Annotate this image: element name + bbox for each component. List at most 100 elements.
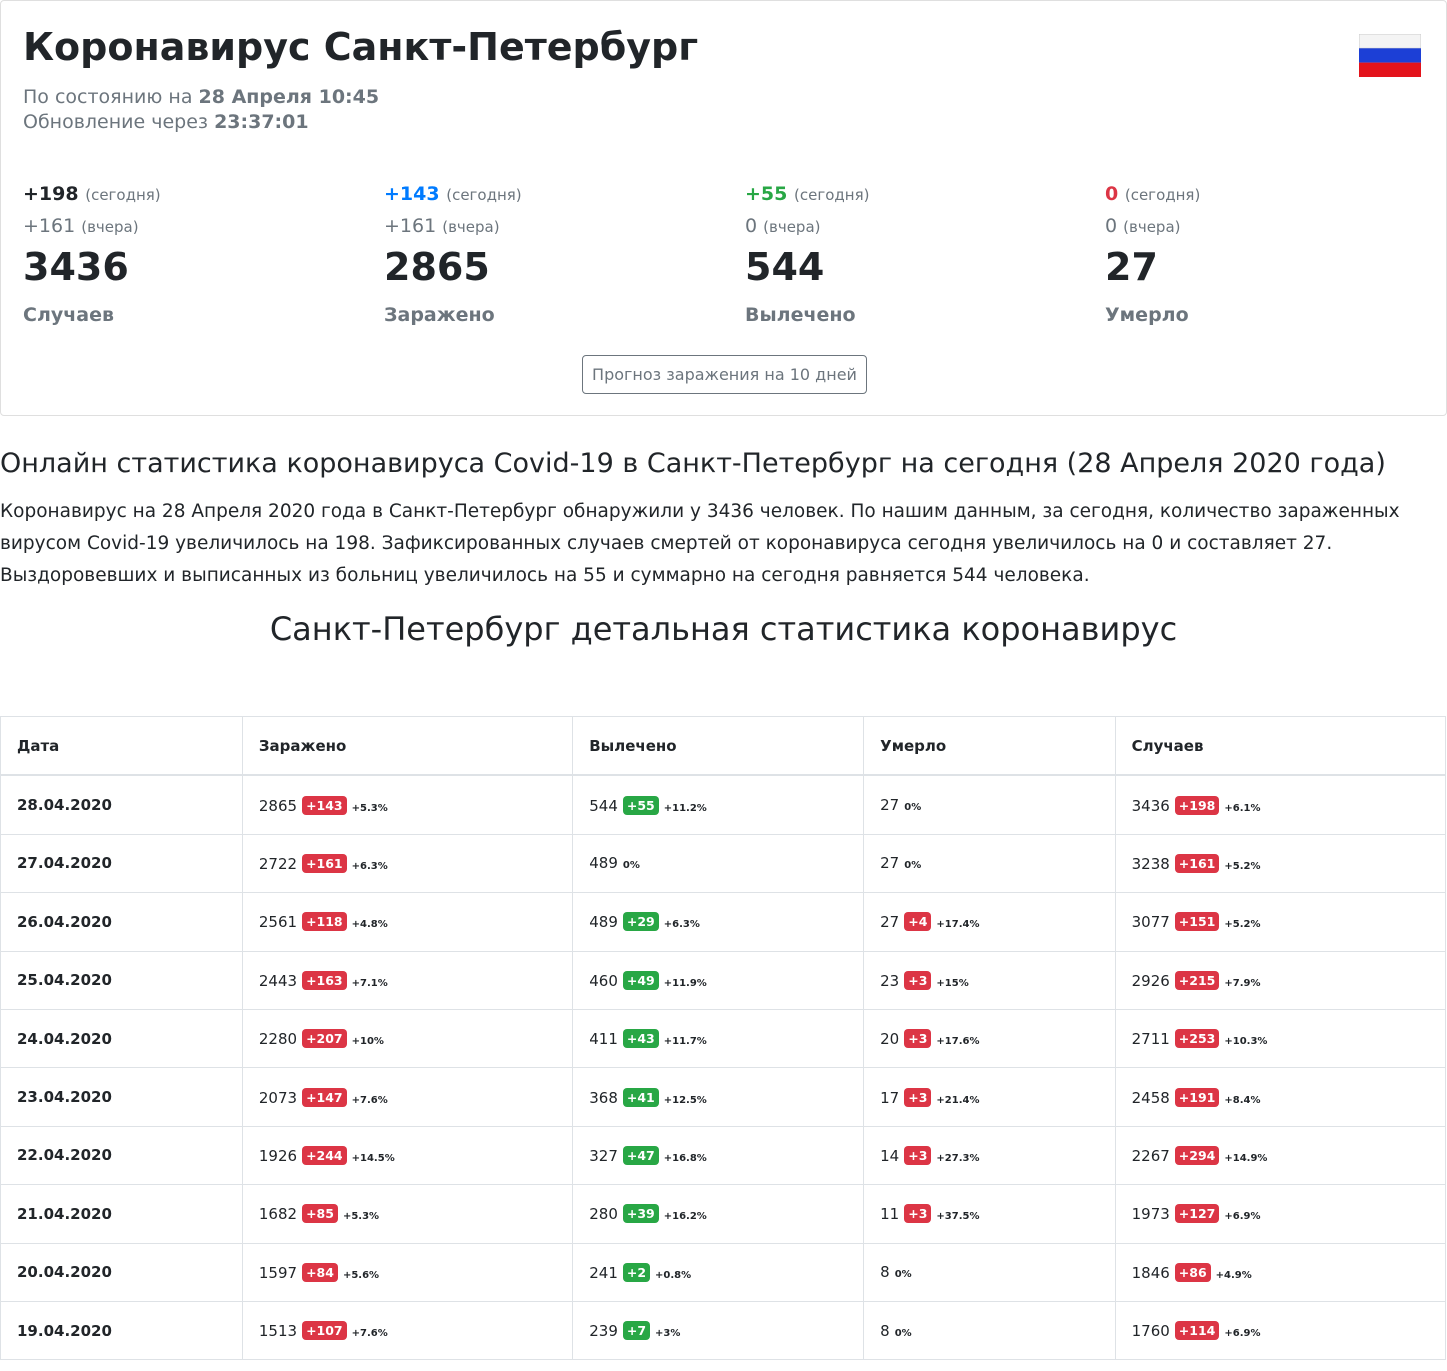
date-cell: 28.04.2020	[0, 774, 243, 835]
delta-badge: +3	[904, 1087, 932, 1107]
percent: 0%	[894, 1269, 912, 1281]
value-cell: 1926 +244 +14.5%	[241, 1125, 574, 1186]
today-label: (сегодня)	[794, 186, 870, 204]
delta-badge: +47	[622, 1145, 659, 1165]
delta-badge: +43	[622, 1029, 659, 1049]
date-cell: 23.04.2020	[0, 1067, 243, 1127]
stat: +55 (сегодня) 0 (вчера) 544 Вылечено	[745, 179, 1085, 339]
percent: +6.3%	[663, 919, 700, 931]
delta-badge: +85	[302, 1204, 338, 1224]
value-cell: 2458 +191 +8.4%	[1114, 1067, 1447, 1127]
percent: +17.6%	[936, 1036, 980, 1048]
cell-value: 17	[880, 1088, 900, 1107]
yesterday-line: +161 (вчера)	[384, 210, 724, 243]
column-header: Умерло	[863, 716, 1116, 777]
today-line: +198 (сегодня)	[23, 179, 363, 210]
value-cell: 1513 +107 +7.6%	[241, 1300, 574, 1361]
delta-badge: +2	[622, 1262, 651, 1282]
table-row: 20.04.2020 1597 +84 +5.6% 241 +2 +0.8% 8 0% 1846 +…	[0, 1242, 1447, 1302]
cell-value: 23	[880, 971, 900, 990]
percent: +4.9%	[1215, 1269, 1252, 1281]
value-cell: 489 0%	[572, 833, 865, 894]
total: 3436	[23, 245, 129, 289]
cell-value: 11	[880, 1205, 900, 1224]
delta-badge: +215	[1174, 970, 1220, 990]
value-cell: 27 0%	[863, 774, 1116, 835]
date-cell: 25.04.2020	[0, 950, 243, 1010]
date-cell: 21.04.2020	[0, 1184, 243, 1244]
yesterday-value: +161	[23, 215, 76, 237]
column-header: Дата	[0, 716, 243, 777]
value-cell: 2926 +215 +7.9%	[1114, 950, 1447, 1010]
date-cell: 20.04.2020	[0, 1242, 243, 1302]
article-heading: Онлайн статистика коронавируса Covid-19 …	[0, 448, 1386, 479]
value-cell: 1682 +85 +5.3%	[241, 1184, 574, 1244]
yesterday-value: 0	[745, 215, 758, 237]
stat-label: Вылечено	[745, 304, 856, 326]
delta-badge: +41	[622, 1087, 659, 1107]
stat-label: Случаев	[23, 304, 115, 326]
today-label: (сегодня)	[1124, 186, 1201, 204]
today-value: 0	[1105, 183, 1119, 205]
yesterday-label: (вчера)	[81, 218, 139, 236]
stat-label: Умерло	[1105, 304, 1189, 326]
delta-badge: +86	[1174, 1262, 1211, 1282]
delta-badge: +39	[622, 1204, 659, 1224]
cell-value: 1513	[258, 1322, 298, 1341]
today-line: 0 (сегодня)	[1105, 179, 1445, 210]
cell-value: 368	[589, 1088, 618, 1107]
update-line: Обновление через 23:37:01	[23, 110, 379, 135]
value-cell: 3238 +161 +5.2%	[1114, 833, 1447, 894]
title: Коронавирус Санкт-Петербург	[23, 25, 699, 69]
cell-value: 2073	[258, 1088, 298, 1107]
yesterday-label: (вчера)	[1123, 218, 1181, 236]
table-row: 26.04.2020 2561 +118 +4.8% 489 +29 +6.3% 27 +4 +1…	[0, 892, 1447, 952]
flag	[1359, 34, 1421, 77]
stat: 0 (сегодня) 0 (вчера) 27 Умерло	[1105, 179, 1445, 339]
delta-badge: +7	[622, 1321, 651, 1341]
today-line: +143 (сегодня)	[384, 179, 724, 210]
cell-value: 3436	[1131, 796, 1170, 815]
cell-value: 2722	[258, 854, 298, 873]
table-row: 19.04.2020 1513 +107 +7.6% 239 +7 +3% 8 0% 1760 +1…	[0, 1300, 1447, 1361]
date-cell: 22.04.2020	[0, 1125, 243, 1186]
percent: +11.7%	[663, 1036, 707, 1048]
percent: +5.2%	[1224, 860, 1261, 872]
cell-value: 2926	[1131, 971, 1170, 990]
table-row: 23.04.2020 2073 +147 +7.6% 368 +41 +12.5% 17 +3 +…	[0, 1067, 1447, 1127]
value-cell: 2722 +161 +6.3%	[241, 833, 574, 894]
value-cell: 460 +49 +11.9%	[572, 950, 865, 1010]
stat: +198 (сегодня) +161 (вчера) 3436 Случаев	[23, 179, 363, 339]
date-cell: 27.04.2020	[0, 833, 243, 894]
total: 27	[1105, 245, 1158, 289]
forecast-button[interactable]: Прогноз заражения на 10 дней	[582, 355, 867, 394]
delta-badge: +127	[1174, 1204, 1220, 1224]
delta-badge: +49	[622, 970, 659, 990]
delta-badge: +163	[302, 970, 347, 990]
delta-badge: +207	[302, 1029, 347, 1049]
yesterday-label: (вчера)	[763, 218, 821, 236]
stats-table: Дата Заражено Вылечено Умерло Случаев 28.04.2…	[0, 716, 1447, 1361]
percent: 0%	[904, 802, 922, 814]
cell-value: 2267	[1131, 1146, 1170, 1165]
percent: +7.9%	[1224, 977, 1261, 989]
percent: +7.6%	[351, 1094, 388, 1106]
stat-label: Заражено	[384, 304, 495, 326]
value-cell: 2443 +163 +7.1%	[241, 950, 574, 1010]
percent: 0%	[622, 860, 640, 872]
header-row: Дата Заражено Вылечено Умерло Случаев	[0, 716, 1447, 777]
value-cell: 1846 +86 +4.9%	[1114, 1242, 1447, 1302]
value-cell: 27 0%	[863, 833, 1116, 894]
cell-value: 8	[880, 1321, 890, 1340]
cell-value: 3238	[1131, 854, 1170, 873]
percent: +4.8%	[351, 919, 388, 931]
total: 2865	[384, 245, 490, 289]
value-cell: 11 +3 +37.5%	[863, 1184, 1116, 1244]
value-cell: 2561 +118 +4.8%	[241, 892, 574, 952]
yesterday-value: +161	[384, 215, 437, 237]
value-cell: 17 +3 +21.4%	[863, 1067, 1116, 1127]
percent: +6.9%	[1224, 1211, 1261, 1223]
delta-badge: +55	[622, 795, 659, 815]
cell-value: 280	[589, 1205, 618, 1224]
